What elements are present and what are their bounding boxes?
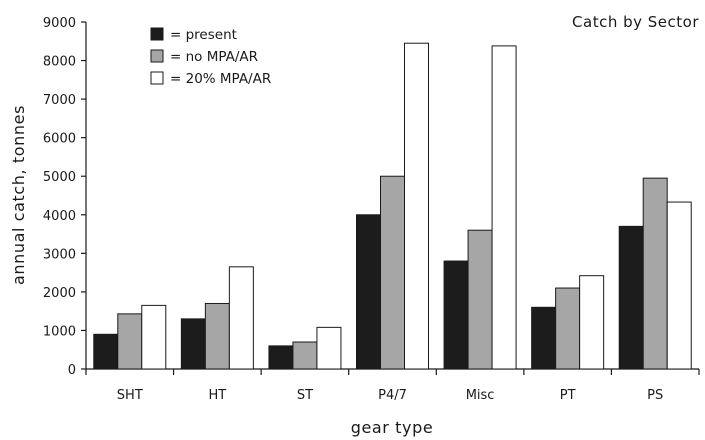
bars xyxy=(93,42,692,370)
y-tick-label: 6000 xyxy=(43,132,76,147)
x-tick-label: HT xyxy=(208,388,226,403)
bar-st-series-3 xyxy=(316,326,342,370)
x-tick-label: ST xyxy=(297,388,313,403)
bar-ps-series-2 xyxy=(642,177,668,370)
bar-ht-series-3 xyxy=(228,266,254,370)
x-axis-label: gear type xyxy=(351,418,434,437)
bar-misc-series-2 xyxy=(467,229,493,370)
bar-pt-series-1 xyxy=(531,306,557,370)
bar-p4-7-series-3 xyxy=(404,42,429,370)
bar-sht-series-1 xyxy=(93,333,119,370)
bar-misc-series-1 xyxy=(443,260,469,370)
legend-swatch xyxy=(150,49,164,63)
chart-title: Catch by Sector xyxy=(572,13,699,31)
bar-ht-series-2 xyxy=(204,302,230,370)
legend-swatch xyxy=(150,27,164,41)
y-tick-label: 1000 xyxy=(43,324,76,339)
x-tick-label: Misc xyxy=(466,388,495,403)
legend: = present = no MPA/AR = 20% MPA/AR xyxy=(150,27,271,87)
y-tick-label: 4000 xyxy=(43,209,76,224)
bar-ht-series-1 xyxy=(180,318,206,370)
x-tick-label: PS xyxy=(647,388,663,403)
bar-st-series-1 xyxy=(268,345,294,370)
bar-sht-series-2 xyxy=(117,313,143,370)
bar-p4-7-series-2 xyxy=(380,175,405,370)
x-tick-labels: SHT HT ST P4/7 Misc PT PS xyxy=(117,388,663,403)
bar-pt-series-2 xyxy=(555,287,581,370)
bar-p4-7-series-1 xyxy=(356,214,381,370)
y-tick-label: 2000 xyxy=(43,286,76,301)
x-axis xyxy=(85,368,700,375)
legend-swatch xyxy=(150,71,164,85)
bar-st-series-2 xyxy=(292,341,318,370)
legend-label: = no MPA/AR xyxy=(170,49,258,65)
y-tick-label: 0 xyxy=(68,363,76,378)
y-tick-labels: 0 1000 2000 3000 4000 5000 6000 7000 8000 9000 xyxy=(43,16,76,378)
y-tick-label: 9000 xyxy=(43,16,76,31)
x-tick-label: SHT xyxy=(117,388,143,403)
x-tick-label: P4/7 xyxy=(378,388,407,403)
y-axis-label: annual catch, tonnes xyxy=(9,105,28,285)
x-tick-label: PT xyxy=(560,388,576,403)
bar-misc-series-3 xyxy=(491,45,517,370)
y-tick-label: 5000 xyxy=(43,170,76,185)
y-tick-label: 7000 xyxy=(43,93,76,108)
legend-label: = present xyxy=(170,27,237,43)
y-tick-label: 3000 xyxy=(43,247,76,262)
bar-ps-series-1 xyxy=(618,225,644,370)
y-axis xyxy=(81,21,87,370)
bar-sht-series-3 xyxy=(141,304,167,370)
legend-label: = 20% MPA/AR xyxy=(170,71,271,87)
y-tick-label: 8000 xyxy=(43,55,76,70)
bar-pt-series-3 xyxy=(579,275,605,370)
bar-ps-series-3 xyxy=(666,201,692,370)
